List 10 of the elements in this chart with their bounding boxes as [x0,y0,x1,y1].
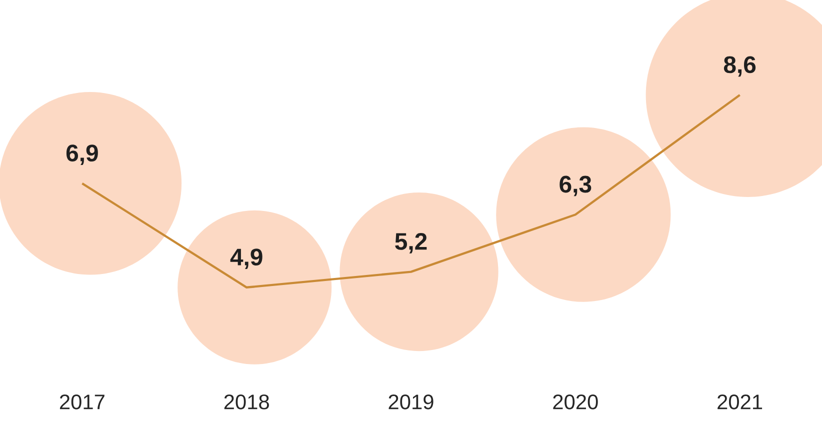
data-label: 6,9 [66,144,98,165]
x-tick-label: 2018 [224,394,269,410]
x-tick-label: 2019 [388,394,434,410]
data-label: 6,3 [560,176,592,196]
data-label: 8,6 [724,56,756,77]
data-label: 4,9 [230,248,262,269]
x-tick-label: 2017 [60,394,104,410]
x-tick-label: 2021 [718,394,762,410]
data-label: 5,2 [395,232,427,254]
x-tick-label: 2020 [553,394,598,410]
